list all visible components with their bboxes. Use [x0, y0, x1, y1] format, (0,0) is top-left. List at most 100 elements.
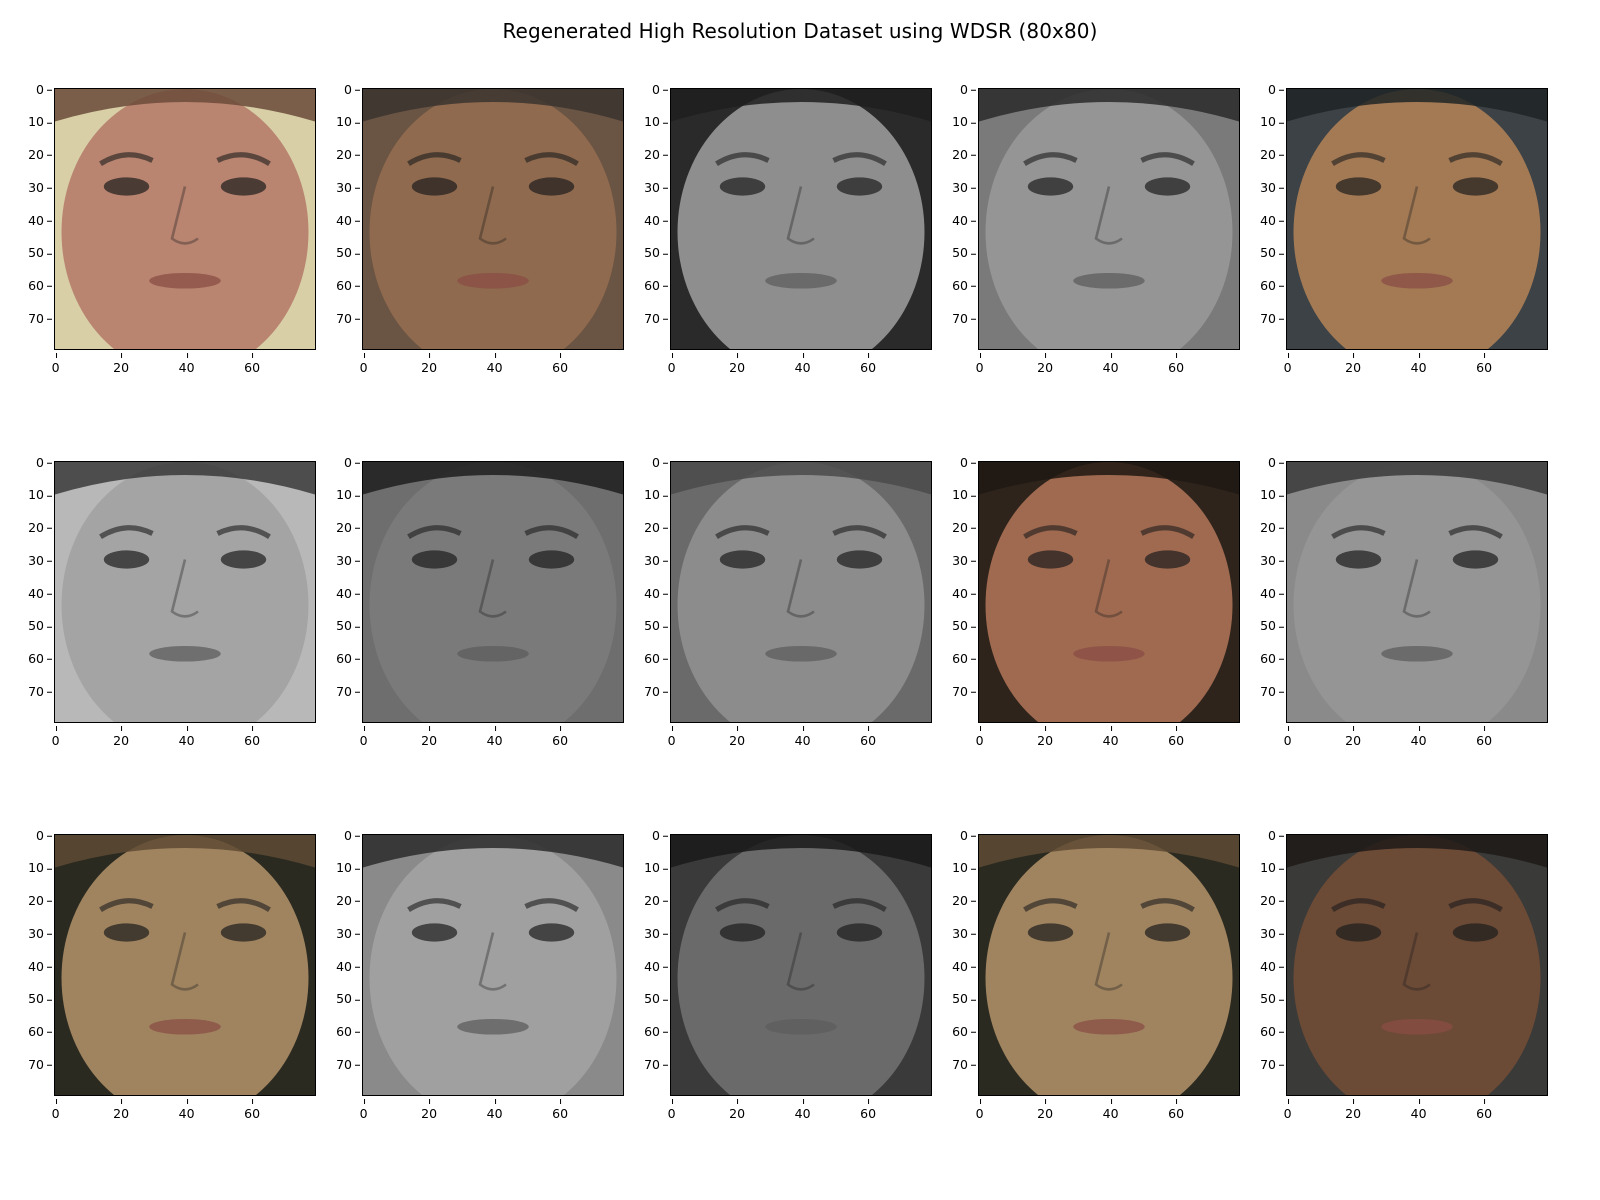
y-tick-label: 20: [336, 519, 360, 535]
x-tick-label: 20: [1037, 353, 1054, 375]
x-tick-label: 0: [975, 353, 984, 375]
x-tick-label: 20: [421, 353, 438, 375]
y-tick-label: 40: [28, 958, 52, 974]
y-tick-label: 0: [36, 827, 52, 843]
x-tick-label: 60: [1476, 353, 1493, 375]
image-frame: [978, 88, 1240, 350]
face-panel: 0 10 20 30 40 50 60 70 0 20 40 60: [336, 83, 624, 374]
y-tick-label: 30: [1260, 552, 1284, 568]
face-panel: 0 10 20 30 40 50 60 70 0 20 40 60: [28, 829, 316, 1120]
y-tick-label: 20: [1260, 519, 1284, 535]
x-tick-label: 20: [1037, 1099, 1054, 1121]
image-frame: [670, 88, 932, 350]
y-tick-label: 70: [644, 683, 668, 699]
y-tick-label: 40: [952, 958, 976, 974]
y-tick-label: 60: [336, 650, 360, 666]
y-tick-label: 40: [644, 958, 668, 974]
face-panel: 0 10 20 30 40 50 60 70 0 20 40 60: [644, 456, 932, 747]
x-tick-label: 0: [667, 726, 676, 748]
y-tick-label: 40: [952, 585, 976, 601]
face-panel: 0 10 20 30 40 50 60 70 0 20 40 60: [1260, 829, 1548, 1120]
y-tick-label: 20: [952, 519, 976, 535]
y-tick-label: 40: [336, 212, 360, 228]
x-tick-label: 40: [178, 1099, 195, 1121]
x-tick-label: 60: [1168, 353, 1185, 375]
face-image: [1287, 89, 1547, 349]
y-tick-label: 50: [28, 991, 52, 1007]
y-tick-label: 30: [644, 179, 668, 195]
y-tick-label: 60: [644, 1023, 668, 1039]
face-panel: 0 10 20 30 40 50 60 70 0 20 40 60: [1260, 456, 1548, 747]
y-tick-label: 40: [644, 585, 668, 601]
x-tick-label: 20: [1345, 1099, 1362, 1121]
y-tick-label: 0: [1268, 81, 1284, 97]
image-frame: [670, 461, 932, 723]
image-frame: [362, 461, 624, 723]
y-tick-label: 70: [952, 310, 976, 326]
y-tick-label: 60: [28, 277, 52, 293]
face-image: [55, 89, 315, 349]
y-tick-label: 70: [952, 1056, 976, 1072]
y-tick-label: 60: [952, 650, 976, 666]
x-tick-label: 20: [729, 726, 746, 748]
face-image: [671, 835, 931, 1095]
x-tick-label: 0: [975, 726, 984, 748]
y-tick-label: 40: [28, 585, 52, 601]
x-tick-label: 60: [244, 1099, 261, 1121]
y-tick-label: 70: [1260, 683, 1284, 699]
y-tick-label: 20: [28, 146, 52, 162]
y-tick-label: 70: [28, 1056, 52, 1072]
y-tick-label: 70: [1260, 1056, 1284, 1072]
y-tick-label: 70: [336, 310, 360, 326]
x-tick-label: 40: [1410, 1099, 1427, 1121]
x-tick-label: 0: [359, 1099, 368, 1121]
y-tick-label: 40: [1260, 212, 1284, 228]
y-tick-label: 20: [28, 892, 52, 908]
x-tick-label: 20: [113, 353, 130, 375]
x-tick-label: 0: [667, 353, 676, 375]
y-tick-label: 0: [344, 454, 360, 470]
y-tick-label: 0: [36, 454, 52, 470]
face-image: [1287, 462, 1547, 722]
face-panel: 0 10 20 30 40 50 60 70 0 20 40 60: [644, 83, 932, 374]
x-tick-label: 60: [1476, 1099, 1493, 1121]
y-tick-label: 50: [336, 245, 360, 261]
face-panel: 0 10 20 30 40 50 60 70 0 20 40 60: [952, 83, 1240, 374]
x-tick-label: 40: [1102, 1099, 1119, 1121]
y-tick-label: 60: [952, 1023, 976, 1039]
face-image: [1287, 835, 1547, 1095]
y-tick-label: 60: [644, 650, 668, 666]
y-tick-label: 10: [644, 487, 668, 503]
x-tick-label: 40: [178, 353, 195, 375]
y-tick-label: 30: [1260, 179, 1284, 195]
face-panel: 0 10 20 30 40 50 60 70 0 20 40 60: [952, 456, 1240, 747]
y-tick-label: 20: [28, 519, 52, 535]
x-tick-label: 0: [667, 1099, 676, 1121]
face-image: [363, 462, 623, 722]
y-tick-label: 50: [952, 245, 976, 261]
y-tick-label: 50: [336, 618, 360, 634]
x-tick-label: 40: [178, 726, 195, 748]
x-tick-label: 0: [1283, 726, 1292, 748]
face-panel: 0 10 20 30 40 50 60 70 0 20 40 60: [28, 456, 316, 747]
y-tick-label: 0: [652, 81, 668, 97]
y-tick-label: 30: [644, 552, 668, 568]
image-frame: [1286, 88, 1548, 350]
x-tick-label: 0: [51, 726, 60, 748]
y-tick-label: 30: [952, 925, 976, 941]
x-tick-label: 40: [1410, 353, 1427, 375]
face-panel: 0 10 20 30 40 50 60 70 0 20 40 60: [952, 829, 1240, 1120]
y-tick-label: 70: [644, 310, 668, 326]
y-tick-label: 20: [644, 146, 668, 162]
y-tick-label: 50: [336, 991, 360, 1007]
y-tick-label: 0: [652, 827, 668, 843]
x-tick-label: 40: [794, 726, 811, 748]
face-panel: 0 10 20 30 40 50 60 70 0 20 40 60: [336, 456, 624, 747]
y-tick-label: 60: [952, 277, 976, 293]
y-tick-label: 0: [36, 81, 52, 97]
y-tick-label: 60: [28, 650, 52, 666]
y-tick-label: 10: [952, 114, 976, 130]
x-tick-label: 0: [975, 1099, 984, 1121]
y-tick-label: 70: [28, 310, 52, 326]
y-tick-label: 60: [28, 1023, 52, 1039]
